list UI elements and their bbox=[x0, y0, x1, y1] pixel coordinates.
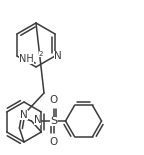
Text: S: S bbox=[50, 116, 57, 126]
Text: N: N bbox=[54, 51, 62, 61]
Text: O: O bbox=[49, 137, 58, 147]
Text: N: N bbox=[20, 110, 28, 120]
Text: NH: NH bbox=[19, 54, 34, 64]
Text: O: O bbox=[49, 95, 58, 105]
Text: 2: 2 bbox=[39, 51, 43, 57]
Text: N: N bbox=[34, 115, 41, 125]
